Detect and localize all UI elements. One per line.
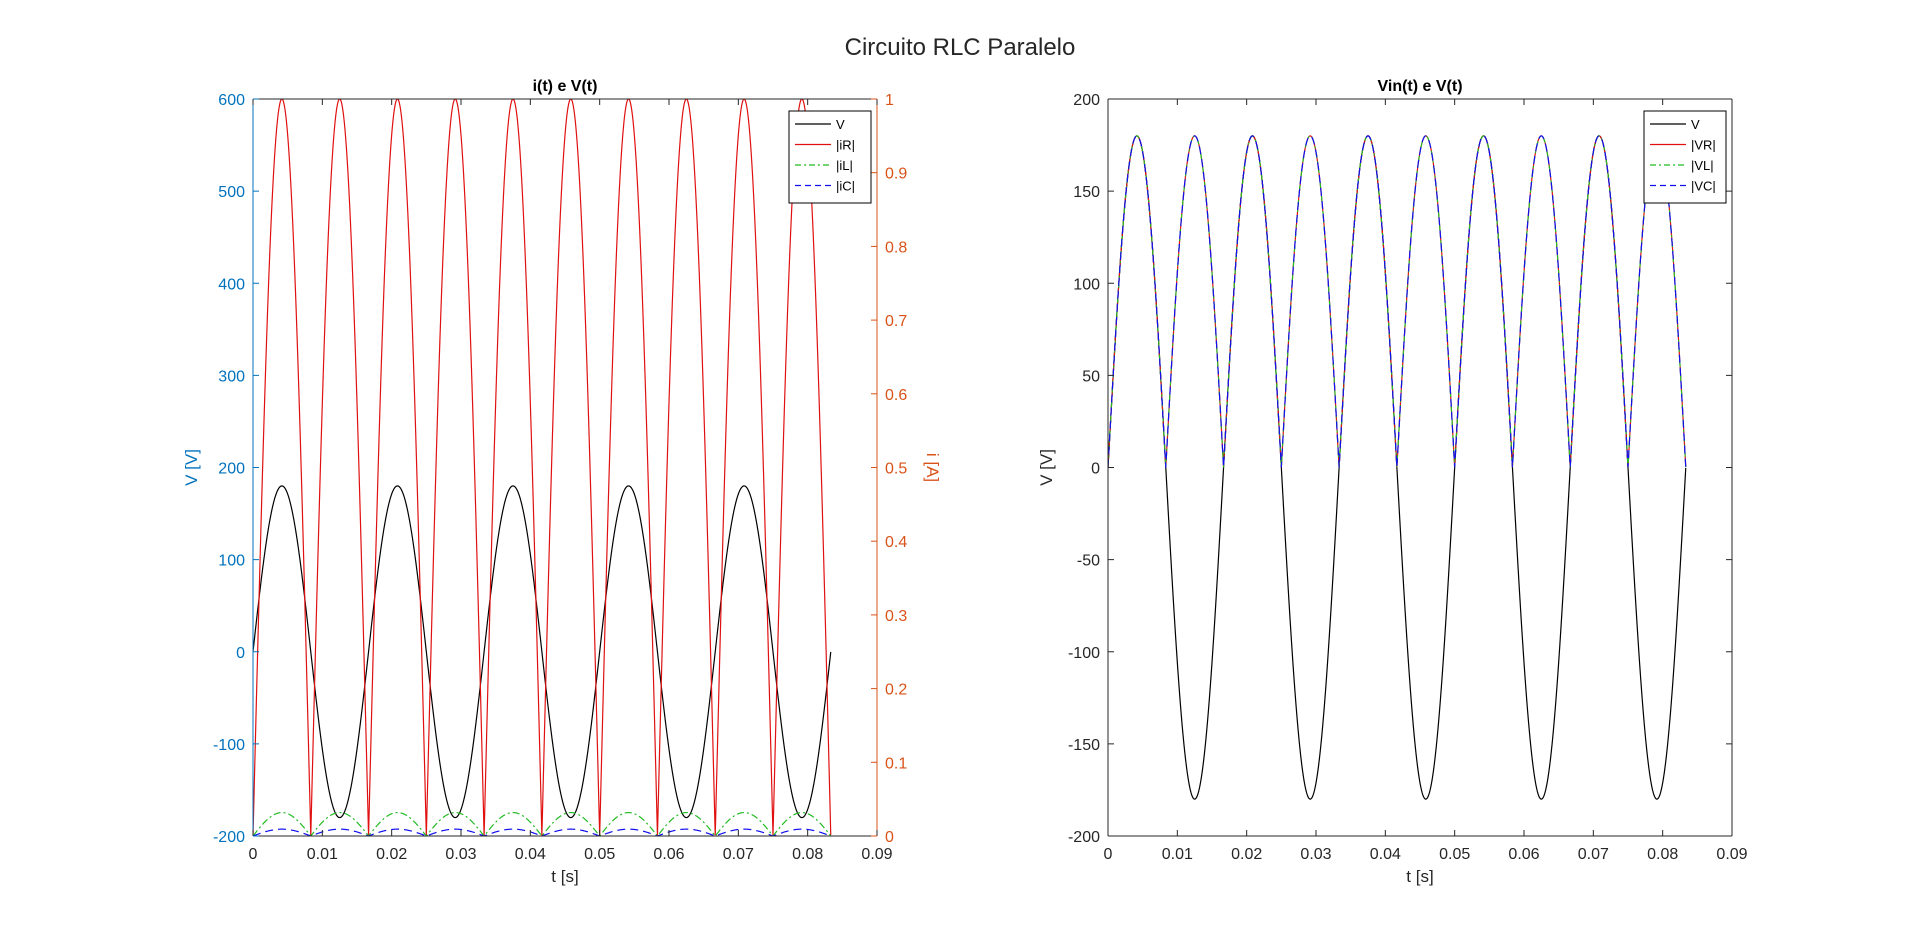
legend-entry-label: |VC|: [1691, 179, 1716, 194]
figure-title: Circuito RLC Paralelo: [845, 34, 1076, 61]
y-tick-label: 100: [218, 553, 245, 570]
y-right-tick-label: 0.8: [885, 239, 907, 256]
y-tick-label: -100: [1068, 645, 1100, 662]
x-tick-label: 0.09: [861, 846, 892, 863]
y-axis-right-label: i [A]: [923, 453, 942, 482]
y-tick-label: 100: [1073, 276, 1100, 293]
y-right-tick-label: 0.3: [885, 608, 907, 625]
y-right-tick-label: 0.2: [885, 682, 907, 699]
y-right-tick-label: 1: [885, 92, 894, 109]
legend-entry-label: V: [836, 117, 845, 132]
y-tick-label: 0: [1091, 461, 1100, 478]
x-tick-label: 0.02: [376, 846, 407, 863]
y-tick-label: 50: [1082, 368, 1100, 385]
axes-title: i(t) e V(t): [533, 78, 598, 95]
legend-entry-label: |VR|: [1691, 138, 1716, 153]
series-line-il: [253, 811, 832, 836]
y-tick-label: -100: [213, 737, 245, 754]
legend-entry-label: V: [1691, 117, 1700, 132]
chart-left-currents-voltage: 0 0.01 0.02 0.03 0.04 0.05 0.06 0.07 0.08 0.09 -20…: [182, 78, 942, 886]
y-tick-label: 200: [1073, 92, 1100, 109]
legend-entry-label: |iL|: [836, 158, 853, 173]
y-axis-label: V [V]: [1037, 449, 1056, 486]
y-right-tick-label: 0: [885, 829, 894, 846]
legend-box: [1643, 110, 1727, 204]
x-tick-label: 0.04: [1370, 846, 1401, 863]
y-tick-label: 400: [218, 276, 245, 293]
y-tick-label: -200: [1068, 829, 1100, 846]
y-tick-label: 600: [218, 92, 245, 109]
y-right-tick-label: 0.9: [885, 166, 907, 183]
x-tick-label: 0: [1104, 846, 1113, 863]
x-tick-label: 0.04: [515, 846, 546, 863]
y-tick-label: 300: [218, 368, 245, 385]
x-tick-label: 0.01: [1162, 846, 1193, 863]
series-line-v: [253, 485, 832, 819]
legend-entry-label: |iC|: [836, 179, 855, 194]
x-tick-label: 0.06: [1508, 846, 1539, 863]
x-tick-label: 0.08: [1647, 846, 1678, 863]
x-tick-label: 0.03: [445, 846, 476, 863]
x-axis-label: t [s]: [551, 867, 578, 886]
y-right-tick-label: 0.4: [885, 534, 907, 551]
y-tick-label: -150: [1068, 737, 1100, 754]
y-axis-label: V [V]: [182, 449, 201, 486]
y-tick-label: -200: [213, 829, 245, 846]
legend-entry-label: |VL|: [1691, 158, 1714, 173]
x-tick-label: 0.05: [1439, 846, 1470, 863]
y-right-tick-label: 0.5: [885, 461, 907, 478]
y-tick-label: 150: [1073, 184, 1100, 201]
y-tick-label: -50: [1077, 553, 1100, 570]
x-tick-label: 0.02: [1231, 846, 1262, 863]
x-tick-label: 0.07: [1578, 846, 1609, 863]
y-right-tick-label: 0.7: [885, 313, 907, 330]
chart-right-voltages: 0 0.01 0.02 0.03 0.04 0.05 0.06 0.07 0.08 0.09 -20…: [1037, 78, 1748, 886]
x-tick-label: 0.01: [307, 846, 338, 863]
x-tick-label: 0.05: [584, 846, 615, 863]
series-line-ic: [253, 828, 831, 836]
legend: V |VR| |VL| |VC|: [1643, 110, 1727, 204]
legend: V |iR| |iL| |iC|: [788, 110, 872, 204]
x-tick-label: 0: [249, 846, 258, 863]
y-tick-label: 0: [236, 645, 245, 662]
axes-title: Vin(t) e V(t): [1377, 78, 1462, 95]
series-group: [1108, 135, 1687, 800]
y-tick-label: 200: [218, 461, 245, 478]
y-right-tick-label: 0.6: [885, 387, 907, 404]
x-tick-label: 0.09: [1716, 846, 1747, 863]
legend-box: [788, 110, 872, 204]
x-axis-label: t [s]: [1406, 867, 1433, 886]
series-line-vc: [1108, 135, 1687, 468]
y-right-tick-label: 0.1: [885, 755, 907, 772]
plot-area: [1108, 99, 1732, 836]
x-tick-label: 0.06: [653, 846, 684, 863]
plot-area: [253, 99, 877, 836]
x-tick-label: 0.08: [792, 846, 823, 863]
y-tick-label: 500: [218, 184, 245, 201]
legend-entry-label: |iR|: [836, 138, 855, 153]
x-tick-label: 0.03: [1300, 846, 1331, 863]
x-tick-label: 0.07: [723, 846, 754, 863]
